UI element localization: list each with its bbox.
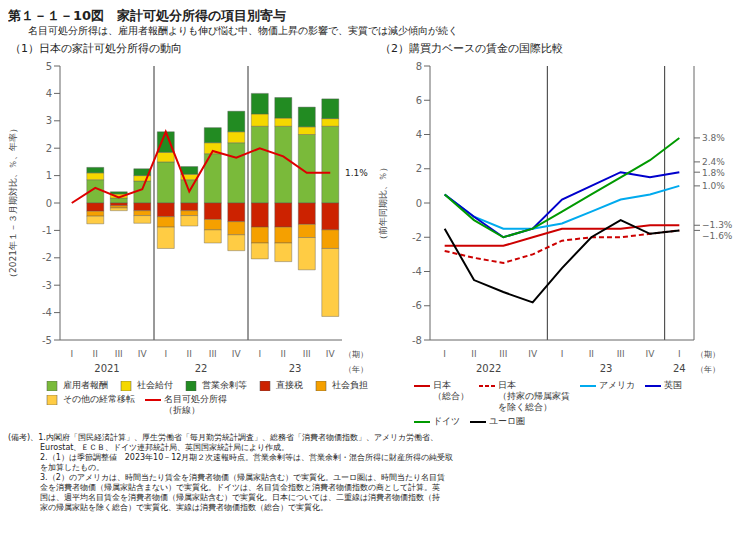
html-text:アメリカ: アメリカ	[599, 380, 635, 390]
svg-text:III: III	[303, 349, 311, 359]
svg-text:II: II	[187, 349, 192, 359]
svg-text:IV: IV	[232, 349, 242, 359]
html-text:名目可処分所得は、雇用者報酬よりも伸び悩む中、物価上昇の影響: 名目可処分所得は、雇用者報酬よりも伸び悩む中、物価上昇の影響で、実質では減少傾向…	[28, 25, 458, 36]
svg-text:（年）: （年）	[344, 365, 368, 374]
svg-text:-6: -6	[412, 300, 422, 311]
html-text:直接税: 直接税	[276, 380, 303, 390]
html-text:を加算したもの。: を加算したもの。	[8, 463, 104, 472]
html-text:英国: 英国	[664, 380, 682, 390]
svg-text:II: II	[471, 349, 476, 359]
html-text:家の帰属家貼を除く総合）で実質化、実線は消費者物価指数（総合: 家の帰属家貼を除く総合）で実質化、実線は消費者物価指数（総合）で実質化。	[8, 503, 328, 512]
svg-text:−1.6%: −1.6%	[702, 231, 733, 241]
svg-text:（年）: （年）	[696, 365, 720, 374]
html-text:営業余剰等: 営業余剰等	[202, 380, 247, 390]
svg-text:4: 4	[416, 129, 422, 140]
html-text:第１－１－10図 家計可処分所得の項目別寄与: 第１－１－10図 家計可処分所得の項目別寄与	[8, 8, 287, 23]
html-text:ユーロ圏: ユーロ圏	[489, 416, 525, 426]
svg-text:6: 6	[416, 95, 422, 106]
svg-text:-2: -2	[412, 232, 422, 243]
svg-text:2022: 2022	[476, 363, 501, 374]
svg-text:24: 24	[673, 363, 686, 374]
svg-text:III: III	[617, 349, 625, 359]
svg-text:23: 23	[600, 363, 613, 374]
svg-text:IV: IV	[138, 349, 148, 359]
html-text:Eurostat、ＥＣＢ、ドイツ連邦統計局、英国国家統計局に: Eurostat、ＥＣＢ、ドイツ連邦統計局、英国国家統計局により作成。	[8, 443, 290, 452]
svg-text:-4: -4	[412, 266, 422, 277]
svg-text:−1.3%: −1.3%	[702, 220, 733, 230]
svg-text:I: I	[443, 349, 446, 359]
svg-text:I: I	[678, 349, 681, 359]
svg-text:8: 8	[416, 61, 422, 72]
svg-text:-4: -4	[42, 307, 52, 318]
svg-text:-8: -8	[412, 335, 422, 346]
html-text:社会負担: 社会負担	[332, 380, 368, 390]
svg-text:III: III	[209, 349, 217, 359]
svg-text:1: 1	[46, 170, 52, 181]
html-text:社会給付: 社会給付	[137, 380, 173, 390]
svg-text:3.8%: 3.8%	[702, 133, 725, 143]
svg-text:-1: -1	[42, 225, 52, 236]
svg-text:II: II	[281, 349, 286, 359]
svg-text:2: 2	[416, 163, 422, 174]
html-text:（1）日本の家計可処分所得の動向: （1）日本の家計可処分所得の動向	[10, 42, 182, 55]
svg-text:1.8%: 1.8%	[702, 168, 725, 178]
svg-text:IV: IV	[646, 349, 656, 359]
html-text:ドイツ: ドイツ	[433, 416, 460, 426]
svg-text:0: 0	[416, 198, 422, 209]
svg-text:-5: -5	[42, 335, 52, 346]
svg-text:3: 3	[46, 115, 52, 126]
svg-text:2021: 2021	[94, 363, 119, 374]
html-text:(備考)、1.内閣府「国民経済計算」、厚生労働省「毎月勤労統: (備考)、1.内閣府「国民経済計算」、厚生労働省「毎月勤労統計調査」、総務省「消…	[8, 433, 438, 442]
html-text:（2）購買力ベースの賃金の国際比較: （2）購買力ベースの賃金の国際比較	[380, 42, 563, 55]
html-text:雇用者報酬: 雇用者報酬	[63, 380, 108, 390]
svg-text:（前年同期比、％）: （前年同期比、％）	[378, 163, 388, 244]
svg-text:I: I	[164, 349, 167, 359]
svg-text:III: III	[115, 349, 123, 359]
svg-text:I: I	[70, 349, 73, 359]
html-text:国は、週平均名目賃金を消費者物価（帰属家貼含む）で実質化。日: 国は、週平均名目賃金を消費者物価（帰属家貼含む）で実質化。日本については、二重線…	[8, 493, 440, 502]
svg-text:（期）: （期）	[344, 350, 368, 359]
svg-text:5: 5	[46, 61, 52, 72]
html-text:日本 （持家の帰属家賃 を除く総合）: 日本 （持家の帰属家賃 を除く総合）	[498, 380, 570, 412]
svg-text:（期）: （期）	[696, 350, 720, 359]
html-text:2.（1）は季節調整値 2023年10－12月期２次速報時点: 2.（1）は季節調整値 2023年10－12月期２次速報時点。営業余剰等は、営業…	[8, 453, 454, 462]
html-text:日本 （総合）: 日本 （総合）	[433, 380, 469, 401]
svg-text:II: II	[93, 349, 98, 359]
html-text:3.（2）のアメリカは、時間当たり賃金を消費者物価（帰属家貼: 3.（2）のアメリカは、時間当たり賃金を消費者物価（帰属家貼含む）で実質化。ユー…	[8, 473, 445, 482]
svg-text:1.1%: 1.1%	[345, 168, 368, 178]
svg-text:IV: IV	[528, 349, 538, 359]
svg-text:I: I	[561, 349, 564, 359]
svg-text:0: 0	[46, 198, 52, 209]
svg-text:-3: -3	[42, 280, 52, 291]
svg-text:-2: -2	[42, 252, 52, 263]
svg-text:4: 4	[46, 88, 52, 99]
svg-text:（2021年１－３月期対比、％、年率）: （2021年１－３月期対比、％、年率）	[8, 124, 18, 282]
html-text:金を消費者物価（帰属家貼含まない）で実質化。ドイツは、名目賃: 金を消費者物価（帰属家貼含まない）で実質化。ドイツは、名目賃金指数と消費者物価指…	[8, 483, 440, 492]
html-text:名目可処分所得 （折線）: 名目可処分所得 （折線）	[164, 394, 227, 415]
svg-text:III: III	[499, 349, 507, 359]
svg-text:23: 23	[289, 363, 302, 374]
svg-text:2.4%: 2.4%	[702, 157, 725, 167]
svg-text:22: 22	[195, 363, 208, 374]
svg-text:IV: IV	[326, 349, 336, 359]
svg-text:II: II	[589, 349, 594, 359]
svg-text:2: 2	[46, 143, 52, 154]
svg-text:I: I	[258, 349, 261, 359]
svg-text:1.0%: 1.0%	[702, 181, 725, 191]
html-text:その他の経常移転: その他の経常移転	[63, 394, 135, 404]
